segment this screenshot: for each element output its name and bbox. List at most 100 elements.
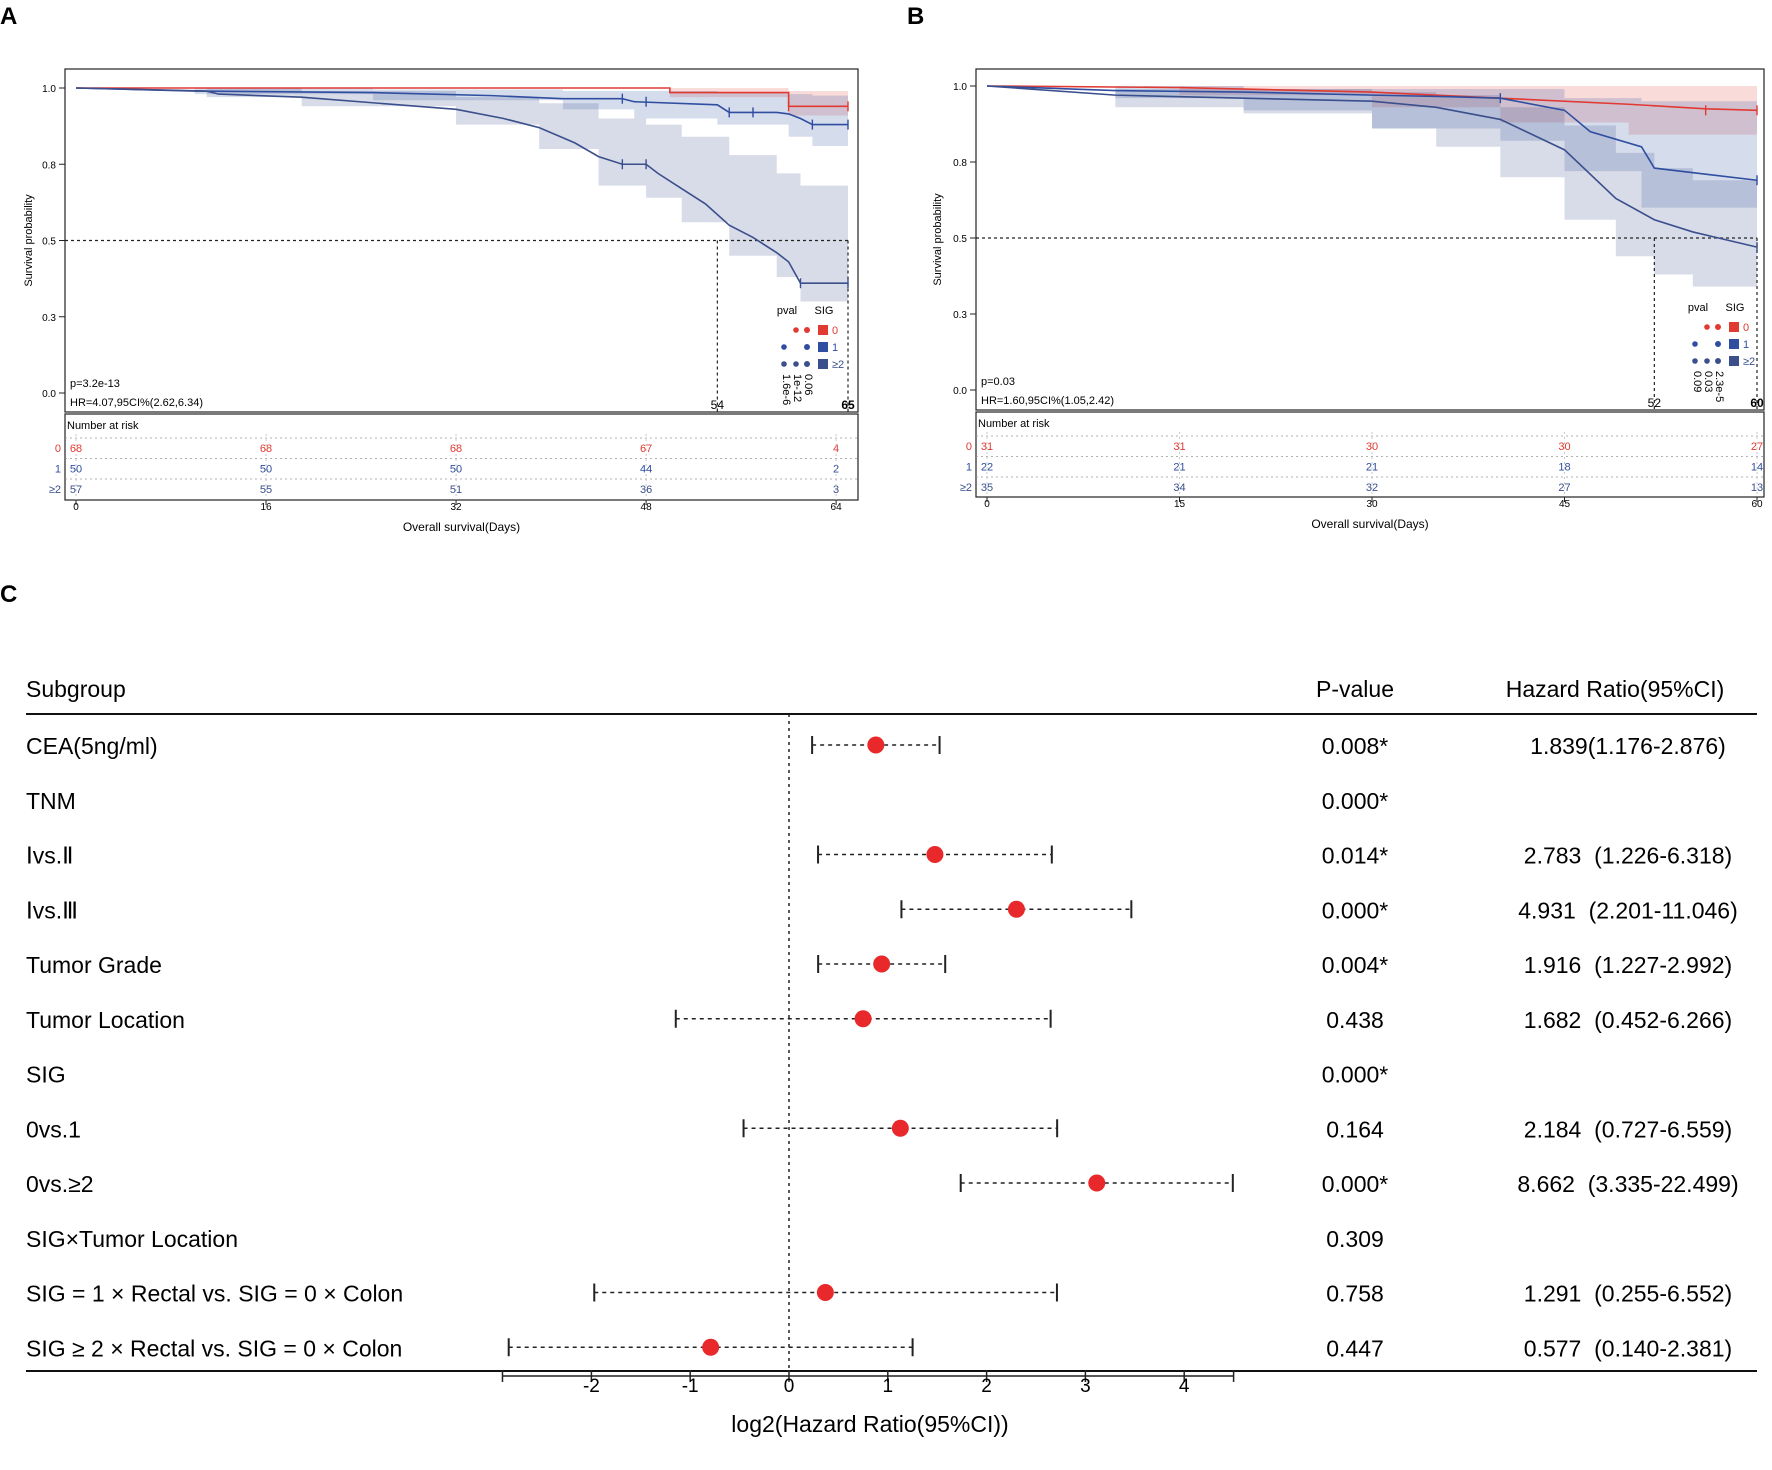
legend-dot: [1692, 358, 1698, 364]
risk-table-frame: [64, 413, 859, 501]
risk-row-group: 1: [55, 464, 61, 476]
legend-group-label: ≥2: [1743, 356, 1755, 368]
legend-pvalue: 1.6e-6: [780, 374, 792, 405]
risk-row-group: 0: [966, 441, 972, 453]
row-label: Ⅰvs.Ⅱ: [26, 843, 74, 869]
x-axis-label: log2(Hazard Ratio(95%CI)): [731, 1411, 1008, 1437]
x-tick-label: 3: [1080, 1376, 1091, 1397]
x-tick-label: 15: [1174, 499, 1186, 510]
km-panel-a: 54 65 0.0 0.3 0.5 0.8 1.0 Survival probability p…: [23, 68, 859, 534]
y-axis-label: Survival probability: [23, 194, 35, 287]
row-label: Tumor Grade: [26, 952, 162, 978]
ci-band-0: [76, 88, 848, 116]
x-tick-label: 48: [641, 502, 653, 513]
hazard-ratio-text: HR=1.60,95CI%(1.05,2.42): [981, 395, 1114, 407]
hazard-point: [1007, 900, 1025, 918]
y-tick-label: 1.0: [953, 82, 967, 93]
legend-dot: [1715, 324, 1721, 330]
row-label: SIG: [26, 1062, 66, 1088]
x-tick-label: 64: [831, 502, 843, 513]
x-tick-label: 45: [1559, 499, 1571, 510]
risk-table-frame: [975, 411, 1765, 498]
y-tick-label: 0.5: [42, 237, 56, 248]
col-header-hazard-ratio: Hazard Ratio(95%CI): [1506, 676, 1725, 702]
row-pvalue: 0.000*: [1322, 1171, 1389, 1197]
row-hazard-ratio: 8.662 (3.335-22.499): [1517, 1171, 1738, 1197]
legend-square-0: [818, 325, 828, 335]
row-label: CEA(5ng/ml): [26, 733, 158, 759]
legend-sig-header: SIG: [815, 305, 834, 317]
legend-dot: [793, 361, 799, 367]
x-tick-label: -1: [682, 1376, 699, 1397]
y-tick-label: 0.5: [953, 234, 967, 245]
legend-dot: [1692, 341, 1698, 347]
row-hazard-ratio: 1.839(1.176-2.876): [1530, 733, 1726, 759]
row-hazard-ratio: 4.931 (2.201-11.046): [1518, 897, 1738, 923]
legend-pvalue: 0.09: [1691, 371, 1703, 392]
hazard-point: [854, 1010, 872, 1028]
row-hazard-ratio: 1.682 (0.452-6.266): [1524, 1007, 1732, 1033]
legend-dot: [793, 327, 799, 333]
row-hazard-ratio: 1.916 (1.227-2.992): [1524, 952, 1732, 978]
x-tick-label: 60: [1751, 499, 1763, 510]
y-tick-label: 1.0: [42, 84, 56, 95]
row-hazard-ratio: 2.783 (1.226-6.318): [1524, 843, 1732, 869]
row-label: Ⅰvs.Ⅲ: [26, 897, 78, 923]
legend-group-label: 1: [832, 342, 838, 354]
median-label: 60: [1750, 396, 1764, 410]
km-panel-b: 52 60 0.0 0.3 0.5 0.8 1.0 Survival probability p…: [932, 68, 1765, 531]
plot-frame: [975, 68, 1765, 411]
median-label: 65: [841, 398, 855, 412]
hazard-point: [891, 1119, 909, 1137]
legend-pval-header: pval: [1688, 302, 1708, 314]
panel-label-a: A: [0, 3, 17, 30]
legend-dot: [1715, 341, 1721, 347]
risk-table-title: Number at risk: [67, 420, 139, 432]
row-hazard-ratio: 0.577 (0.140-2.381): [1524, 1335, 1732, 1361]
x-axis-label: Overall survival(Days): [1311, 517, 1428, 531]
x-tick-label: 0: [984, 499, 990, 510]
legend-pvalue: 1e-12: [791, 374, 803, 402]
legend-square-1: [1729, 339, 1739, 349]
row-label: Tumor Location: [26, 1007, 185, 1033]
panel-label-b: B: [907, 3, 924, 30]
row-pvalue: 0.438: [1326, 1007, 1384, 1033]
y-tick-label: 0.0: [953, 386, 967, 397]
legend-square-≥2: [818, 359, 828, 369]
legend-group-label: 1: [1743, 339, 1749, 351]
row-label: SIG ≥ 2 × Rectal vs. SIG = 0 × Colon: [26, 1335, 402, 1361]
row-pvalue: 0.000*: [1322, 788, 1389, 814]
y-axis-label: Survival probability: [932, 193, 944, 286]
row-pvalue: 0.447: [1326, 1335, 1384, 1361]
legend-dot: [1704, 358, 1710, 364]
row-pvalue: 0.758: [1326, 1281, 1384, 1307]
legend-pval-header: pval: [777, 305, 797, 317]
x-axis-label: Overall survival(Days): [403, 520, 520, 534]
ci-band-≥2: [987, 86, 1757, 299]
row-label: SIG = 1 × Rectal vs. SIG = 0 × Colon: [26, 1281, 403, 1307]
row-hazard-ratio: 2.184 (0.727-6.559): [1524, 1116, 1732, 1142]
median-label: 52: [1648, 396, 1662, 410]
legend-pvalue: 0.03: [1702, 371, 1714, 392]
legend-pvalue: 0.06: [802, 374, 814, 395]
x-tick-label: 4: [1179, 1376, 1190, 1397]
hazard-point: [816, 1284, 834, 1301]
x-tick-label: 30: [1366, 499, 1378, 510]
y-tick-label: 0.8: [42, 160, 56, 171]
x-tick-label: 16: [260, 502, 272, 513]
legend-pvalue: 2.3e-5: [1713, 371, 1725, 402]
risk-row-group: ≥2: [960, 482, 972, 494]
y-tick-label: 0.3: [953, 310, 967, 321]
row-pvalue: 0.309: [1326, 1226, 1384, 1252]
legend-sig-header: SIG: [1726, 302, 1745, 314]
legend-square-≥2: [1729, 356, 1739, 366]
legend-group-label: ≥2: [832, 359, 844, 371]
x-tick-label: 32: [450, 502, 462, 513]
ci-band-0: [987, 86, 1757, 141]
survival-curve-1: [986, 85, 1758, 182]
survival-curve-1: [75, 87, 848, 126]
row-pvalue: 0.004*: [1322, 952, 1389, 978]
pvalue-text: p=0.03: [981, 376, 1015, 388]
panel-label-c: C: [0, 581, 17, 608]
